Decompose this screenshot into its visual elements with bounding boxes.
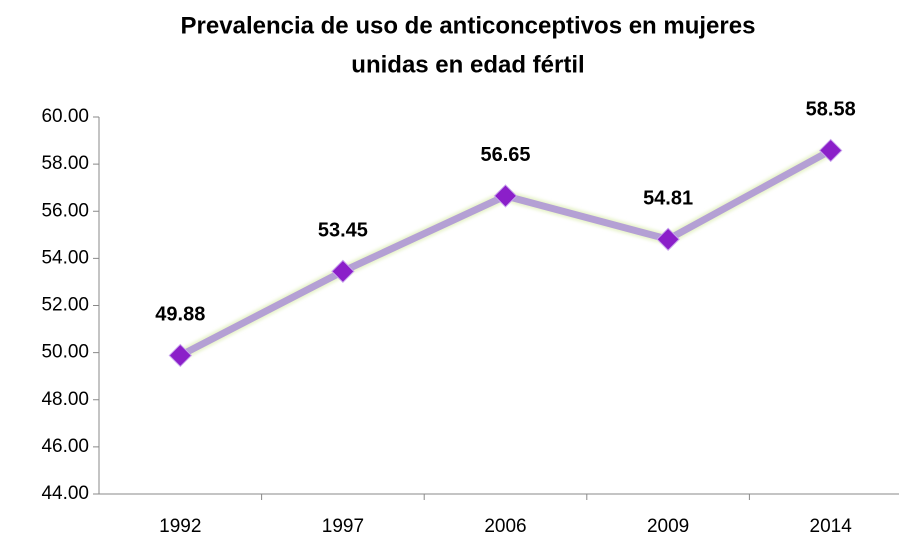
- y-tick-label: 52.00: [41, 295, 89, 316]
- data-label: 58.58: [806, 99, 856, 121]
- marker: [331, 259, 355, 284]
- marker: [818, 138, 843, 163]
- y-tick-label: 58.00: [41, 153, 89, 174]
- y-tick-label: 46.00: [41, 436, 89, 457]
- data-label: 53.45: [318, 220, 368, 242]
- x-tick-label: 1997: [322, 516, 364, 537]
- x-tick-label: 2014: [810, 516, 853, 537]
- line: [178, 147, 833, 359]
- data-label: 54.81: [643, 188, 693, 210]
- x-tick-label: 2009: [647, 516, 689, 537]
- y-tick-label: 50.00: [41, 342, 89, 363]
- chart-title: unidas en edad fértil: [351, 51, 584, 78]
- marker: [656, 227, 680, 251]
- line-glow: [177, 145, 834, 361]
- data-label: 56.65: [480, 144, 530, 166]
- chart-title: Prevalencia de uso de anticonceptivos en…: [181, 12, 756, 39]
- data-label: 49.88: [155, 304, 205, 326]
- x-tick-label: 2006: [484, 516, 526, 537]
- marker: [493, 184, 518, 208]
- y-tick-label: 54.00: [41, 247, 89, 268]
- y-tick-label: 44.00: [41, 483, 89, 504]
- y-tick-label: 48.00: [41, 389, 89, 410]
- y-tick-label: 60.00: [41, 106, 89, 127]
- marker: [168, 343, 193, 368]
- x-tick-label: 1992: [159, 516, 201, 537]
- y-tick-label: 56.00: [41, 200, 89, 221]
